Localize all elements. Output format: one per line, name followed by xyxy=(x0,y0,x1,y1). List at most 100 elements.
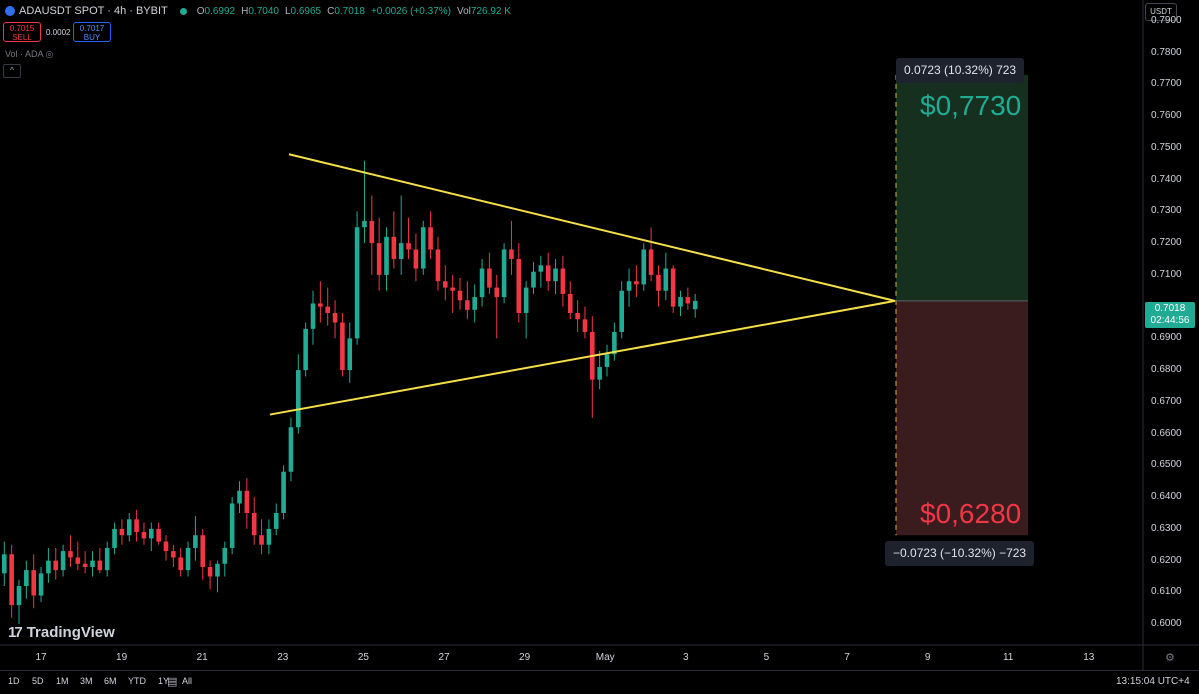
range-button-6m[interactable]: 6M xyxy=(104,676,117,686)
candle-body xyxy=(340,322,345,371)
tradingview-logo[interactable]: 17 TradingView xyxy=(8,624,115,641)
time-tick-label: 13 xyxy=(1083,652,1095,663)
candle-body xyxy=(494,287,500,298)
candle-body xyxy=(413,249,419,269)
ohlc-value: 0.6992 xyxy=(204,5,236,17)
time-tick-label: 17 xyxy=(35,652,47,663)
volume-label-text: Vol · ADA xyxy=(5,49,44,59)
candle-body xyxy=(597,366,602,380)
candle-body xyxy=(185,547,191,571)
candle-body xyxy=(384,236,389,275)
candle-body xyxy=(222,547,228,564)
candle-body xyxy=(9,554,14,606)
volume-indicator-label[interactable]: Vol · ADA ◎ xyxy=(5,49,53,60)
candle-body xyxy=(134,519,139,533)
range-button-3m[interactable]: 3M xyxy=(80,676,93,686)
time-tick-label: 23 xyxy=(277,652,289,663)
candle-body xyxy=(678,297,683,307)
candle-body xyxy=(38,573,44,596)
profit-label[interactable]: 0.0723 (10.32%) 723 xyxy=(896,58,1025,83)
price-tick-label: 0.6500 xyxy=(1151,459,1182,471)
candle-body xyxy=(509,249,514,259)
candle-body xyxy=(156,528,161,542)
lower-trendline xyxy=(269,299,896,416)
candle-body xyxy=(376,243,382,275)
collapse-legend-button[interactable]: ^ xyxy=(3,64,21,78)
candle-body xyxy=(545,265,551,282)
candle-body xyxy=(53,560,59,571)
stop-zone xyxy=(896,300,1028,536)
sell-button[interactable]: 0.7015 SELL xyxy=(3,22,41,42)
price-tick-label: 0.7800 xyxy=(1151,46,1182,58)
candle-body xyxy=(450,287,455,291)
candle-body xyxy=(634,281,639,285)
candle-body xyxy=(237,490,242,504)
candle-body xyxy=(538,265,544,272)
candle-body xyxy=(215,563,220,577)
clock: 13:15:04 UTC+4 xyxy=(1116,676,1190,687)
range-button-5d[interactable]: 5D xyxy=(32,676,44,686)
candle-body xyxy=(663,268,669,291)
range-button-1y[interactable]: 1Y xyxy=(158,676,170,686)
candle-body xyxy=(487,268,492,288)
ohlc-item: H0.7040 xyxy=(241,6,279,17)
buy-price: 0.7017 xyxy=(79,24,105,33)
loss-label[interactable]: −0.0723 (−10.32%) −723 xyxy=(885,541,1035,566)
candle-body xyxy=(273,513,279,529)
candle-body xyxy=(325,306,330,313)
target-price-text: $0,7730 xyxy=(920,90,1022,121)
ohlc-key: C xyxy=(327,5,335,17)
candle-body xyxy=(112,528,117,548)
tradingview-logo-mark: 17 xyxy=(8,624,23,641)
candle-body xyxy=(207,566,213,577)
price-tick-label: 0.6800 xyxy=(1151,364,1182,376)
ada-coin-icon xyxy=(5,6,15,16)
price-tick-label: 0.7700 xyxy=(1151,78,1182,90)
symbol-title[interactable]: ADAUSDT SPOT · 4h · BYBIT xyxy=(19,5,168,17)
time-tick-label: 5 xyxy=(763,652,770,663)
range-button-1m[interactable]: 1M xyxy=(56,676,69,686)
candle-body xyxy=(126,519,132,536)
candle-body xyxy=(171,551,176,558)
range-button-ytd[interactable]: YTD xyxy=(128,676,146,686)
candle-body xyxy=(406,243,411,250)
candle-body xyxy=(46,560,51,574)
candle-body xyxy=(281,471,286,513)
candle-body xyxy=(656,274,661,291)
candle-body xyxy=(90,560,95,567)
currency-selector[interactable]: USDT xyxy=(1145,3,1177,21)
candle-body xyxy=(692,300,698,310)
tradingview-logo-text: TradingView xyxy=(26,624,115,641)
range-button-all[interactable]: All xyxy=(182,676,193,686)
range-button-1d[interactable]: 1D xyxy=(8,676,20,686)
candle-body xyxy=(443,281,448,288)
candle-body xyxy=(369,220,375,244)
time-tick-label: 7 xyxy=(844,652,850,663)
ohlc-item: +0.0026 (+0.37%) xyxy=(371,6,451,17)
time-tick-label: 29 xyxy=(519,652,531,663)
ohlc-value: 0.6965 xyxy=(290,5,322,17)
candle-body xyxy=(398,243,404,259)
price-tick-label: 0.6200 xyxy=(1151,554,1182,566)
bar-countdown: 02:44:56 xyxy=(1150,315,1190,326)
ohlc-value: 0.7040 xyxy=(248,5,279,17)
candle-body xyxy=(82,563,88,567)
buy-button[interactable]: 0.7017 BUY xyxy=(73,22,111,42)
candle-body xyxy=(582,319,588,333)
price-tick-label: 0.7100 xyxy=(1151,268,1182,280)
candle-body xyxy=(347,338,353,371)
candle-body xyxy=(200,535,206,567)
chart-header: ADAUSDT SPOT · 4h · BYBIT O0.6992 H0.7040… xyxy=(5,5,511,17)
price-tick-label: 0.7500 xyxy=(1151,141,1182,153)
candle-body xyxy=(119,528,125,536)
ohlc-value: +0.0026 (+0.37%) xyxy=(370,5,451,17)
time-tick-label: 21 xyxy=(196,652,208,663)
price-tick-label: 0.6400 xyxy=(1151,491,1182,503)
candle-body xyxy=(391,236,397,259)
calendar-icon[interactable]: ▤ xyxy=(167,676,178,688)
candle-body xyxy=(501,249,507,298)
eye-icon[interactable]: ◎ xyxy=(45,49,54,59)
settings-icon[interactable]: ⚙ xyxy=(1165,652,1175,664)
